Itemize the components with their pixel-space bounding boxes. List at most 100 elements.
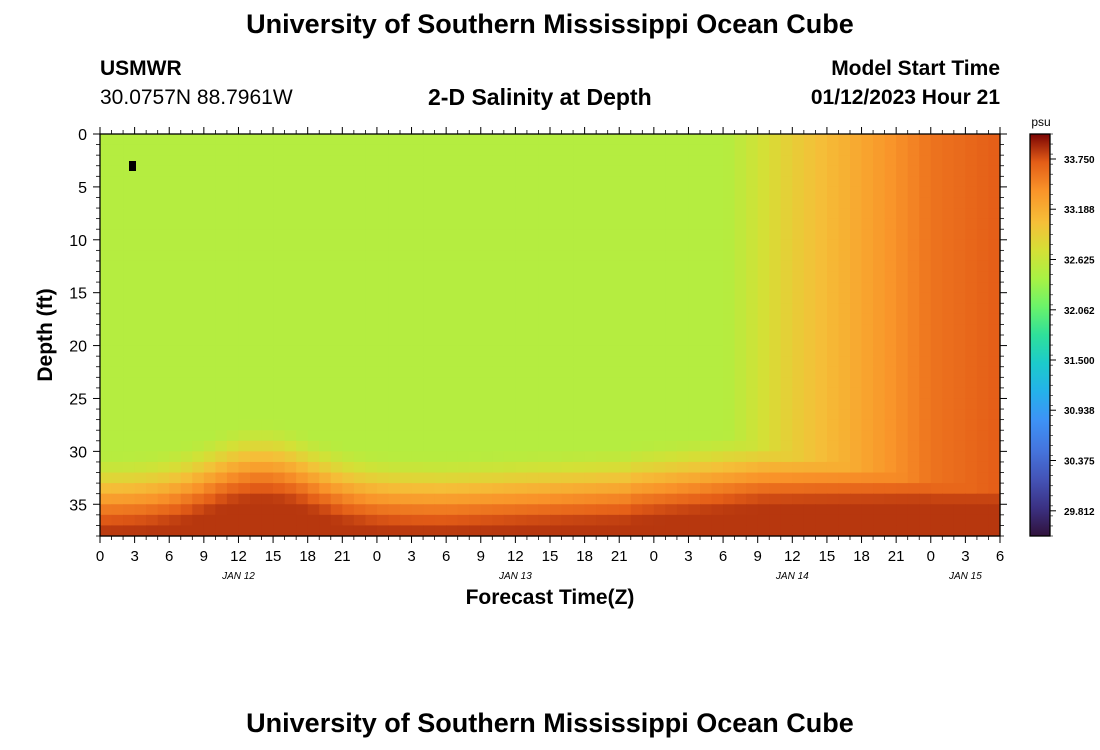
- heatmap-cell: [734, 186, 747, 199]
- heatmap-cell: [734, 250, 747, 262]
- heatmap-cell: [757, 387, 770, 400]
- heatmap-cell: [769, 345, 782, 357]
- heatmap-cell: [296, 208, 309, 220]
- heatmap-cell: [826, 366, 840, 378]
- heatmap-cell: [457, 260, 470, 273]
- heatmap-cell: [192, 504, 205, 516]
- heatmap-cell: [330, 144, 343, 156]
- heatmap-cell: [330, 165, 343, 177]
- heatmap-cell: [861, 155, 874, 167]
- heatmap-cell: [942, 165, 955, 177]
- heatmap-cell: [815, 144, 828, 156]
- heatmap-cell: [400, 514, 413, 527]
- heatmap-cell: [815, 493, 828, 505]
- heatmap-cell: [884, 356, 897, 368]
- heatmap-cell: [469, 472, 482, 484]
- heatmap-cell: [757, 356, 770, 368]
- heatmap-cell: [930, 493, 943, 505]
- heatmap-cell: [711, 144, 724, 156]
- heatmap-cell: [169, 377, 182, 389]
- heatmap-cell: [630, 345, 643, 357]
- page-title: University of Southern Mississippi Ocean…: [246, 9, 854, 39]
- heatmap-cell: [192, 260, 205, 273]
- heatmap-cell: [919, 155, 932, 167]
- heatmap-cell: [446, 419, 459, 431]
- heatmap-cell: [630, 387, 643, 400]
- heatmap-cell: [953, 208, 966, 220]
- heatmap-cell: [676, 461, 690, 474]
- heatmap-cell: [746, 472, 759, 484]
- heatmap-cell: [492, 324, 505, 336]
- heatmap-cell: [700, 165, 713, 177]
- heatmap-cell: [700, 514, 713, 527]
- heatmap-cell: [815, 525, 828, 537]
- heatmap-cell: [192, 239, 205, 251]
- heatmap-cell: [111, 356, 124, 368]
- heatmap-cell: [930, 239, 943, 251]
- heatmap-cell: [930, 271, 943, 283]
- x-tick-label: 12: [230, 548, 247, 565]
- heatmap-cell: [250, 356, 263, 368]
- heatmap-cell: [665, 176, 678, 188]
- heatmap-cell: [700, 134, 713, 146]
- heatmap-cell: [238, 250, 251, 262]
- heatmap-cell: [700, 313, 713, 326]
- heatmap-cell: [411, 176, 424, 188]
- heatmap-cell: [803, 504, 816, 516]
- heatmap-cell: [400, 356, 413, 368]
- heatmap-cell: [607, 493, 620, 505]
- heatmap-cell: [826, 134, 840, 146]
- heatmap-cell: [111, 504, 124, 516]
- heatmap-cell: [700, 409, 713, 421]
- heatmap-cell: [238, 366, 251, 378]
- heatmap-cell: [307, 525, 320, 537]
- heatmap-cell: [296, 218, 309, 230]
- heatmap-cell: [134, 313, 147, 326]
- heatmap-cell: [850, 472, 863, 484]
- heatmap-cell: [238, 430, 251, 442]
- heatmap-cell: [792, 451, 805, 463]
- heatmap-cell: [873, 461, 886, 474]
- heatmap-cell: [688, 324, 701, 336]
- heatmap-cell: [676, 440, 690, 452]
- heatmap-cell: [861, 440, 874, 452]
- heatmap-cell: [342, 493, 355, 505]
- heatmap-cell: [296, 504, 309, 516]
- heatmap-cell: [446, 144, 459, 156]
- heatmap-cell: [400, 176, 413, 188]
- heatmap-cell: [665, 525, 678, 537]
- heatmap-cell: [815, 419, 828, 431]
- heatmap-cell: [400, 451, 413, 463]
- heatmap-cell: [480, 197, 493, 209]
- heatmap-cell: [953, 525, 966, 537]
- heatmap-cell: [515, 155, 528, 167]
- heatmap-cell: [780, 451, 793, 463]
- heatmap-cell: [284, 313, 297, 326]
- heatmap-cell: [723, 409, 736, 421]
- heatmap-cell: [930, 229, 943, 241]
- heatmap-cell: [411, 440, 424, 452]
- heatmap-cell: [296, 260, 309, 273]
- heatmap-cell: [250, 186, 263, 199]
- heatmap-cell: [515, 260, 528, 273]
- heatmap-cell: [919, 303, 932, 315]
- heatmap-cell: [376, 292, 390, 304]
- heatmap-cell: [676, 282, 690, 294]
- heatmap-cell: [100, 176, 113, 188]
- heatmap-cell: [780, 409, 793, 421]
- heatmap-cell: [353, 292, 366, 304]
- colorbar-unit: psu: [1031, 115, 1050, 129]
- heatmap-cell: [353, 398, 366, 410]
- heatmap-cell: [723, 303, 736, 315]
- heatmap-cell: [573, 197, 586, 209]
- heatmap-cell: [180, 186, 193, 199]
- heatmap-cell: [607, 324, 620, 336]
- heatmap-cell: [780, 313, 793, 326]
- heatmap-cell: [100, 208, 113, 220]
- heatmap-cell: [226, 387, 240, 400]
- heatmap-cell: [296, 144, 309, 156]
- heatmap-cell: [526, 409, 540, 421]
- heatmap-cell: [503, 356, 516, 368]
- heatmap-cell: [596, 155, 609, 167]
- footer-title: University of Southern Mississippi Ocean…: [246, 708, 854, 738]
